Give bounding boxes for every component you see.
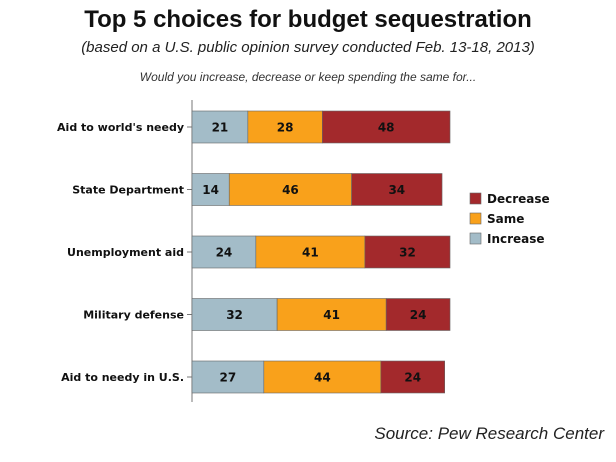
category-label: State Department [72, 184, 184, 197]
data-label: 27 [220, 371, 237, 385]
source-note: Source: Pew Research Center [374, 424, 604, 443]
data-label: 46 [282, 183, 299, 197]
chart-title: Top 5 choices for budget sequestration [84, 6, 532, 33]
bar-segment-decrease [364, 235, 451, 269]
bar-segment-decrease [380, 360, 445, 394]
bar-segment-same [247, 110, 323, 144]
legend-swatch-same [469, 212, 482, 225]
bar-segment-same [255, 235, 366, 269]
data-label: 21 [212, 121, 229, 135]
legend-label-decrease: Decrease [487, 192, 550, 206]
bar-segment-decrease [385, 298, 451, 331]
data-label: 34 [388, 183, 405, 197]
bar-segment-same [263, 360, 382, 394]
bar-segment-increase [191, 173, 230, 206]
data-label: 24 [404, 371, 421, 385]
data-label: 32 [399, 246, 416, 260]
data-label: 44 [314, 371, 331, 385]
category-label: Aid to needy in U.S. [61, 371, 184, 384]
data-label: 48 [378, 121, 395, 135]
legend-label-same: Same [487, 212, 524, 226]
bar-segment-decrease [322, 110, 451, 144]
legend-swatch-increase [469, 232, 482, 245]
bar-segment-decrease [351, 173, 443, 206]
bar-segment-increase [191, 235, 257, 269]
bar-segment-same [276, 298, 387, 331]
survey-question: Would you increase, decrease or keep spe… [139, 70, 477, 84]
category-label: Military defense [83, 309, 184, 322]
category-label: Unemployment aid [67, 246, 184, 259]
legend-label-increase: Increase [487, 232, 545, 246]
bar-segment-increase [191, 298, 278, 331]
data-label: 14 [202, 183, 219, 197]
legend-swatch-decrease [469, 192, 482, 205]
data-label: 41 [302, 246, 319, 260]
category-label: Aid to world's needy [57, 121, 184, 134]
data-label: 41 [323, 308, 340, 322]
bar-segment-same [228, 173, 352, 206]
chart-subtitle: (based on a U.S. public opinion survey c… [81, 39, 535, 56]
bar-segment-increase [191, 110, 249, 144]
bar-segment-increase [191, 360, 265, 394]
data-label: 28 [277, 121, 294, 135]
data-label: 24 [216, 246, 233, 260]
data-label: 32 [226, 308, 243, 322]
data-label: 24 [410, 308, 427, 322]
